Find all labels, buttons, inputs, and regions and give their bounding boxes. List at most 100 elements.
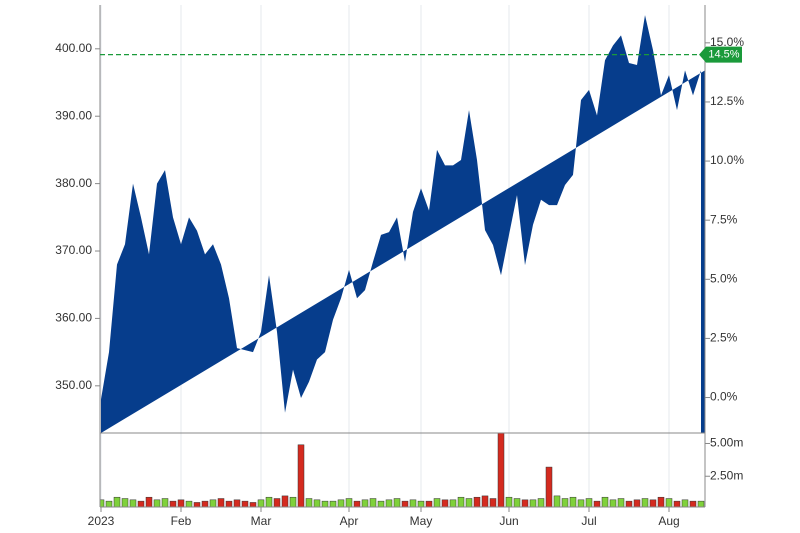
y-tick-label: 360.00 (55, 311, 92, 325)
volume-bar (321, 500, 329, 507)
volume-bar (473, 496, 481, 507)
volume-bar (649, 499, 657, 507)
volume-bar (513, 498, 521, 507)
volume-bar (425, 500, 433, 507)
volume-bar (481, 495, 489, 507)
volume-bar (633, 499, 641, 507)
volume-bar (673, 500, 681, 507)
volume-bar (545, 466, 553, 507)
volume-bar (281, 495, 289, 507)
volume-bar (417, 500, 425, 507)
volume-tick-label: 2.50m (710, 468, 743, 482)
volume-bar (489, 498, 497, 507)
volume-bar (217, 498, 225, 507)
volume-bar (137, 500, 145, 507)
volume-bar (553, 495, 561, 507)
volume-bar (100, 499, 105, 507)
volume-bar (577, 499, 585, 507)
volume-bar (257, 499, 265, 507)
x-tick-label: May (410, 514, 433, 528)
y-tick-label: 390.00 (55, 108, 92, 122)
price-area (101, 15, 705, 433)
volume-bar (353, 500, 361, 507)
volume-bar (201, 500, 209, 507)
volume-bar (273, 498, 281, 507)
volume-bar (689, 500, 697, 507)
volume-bar (697, 500, 705, 507)
volume-bar (313, 499, 321, 507)
volume-bar (601, 496, 609, 507)
volume-bar (521, 499, 529, 507)
volume-bar (585, 498, 593, 507)
volume-bar (121, 498, 129, 507)
axes: 2023 Feb Mar Apr May Jun Jul Aug 350.00 360.00 370… (55, 5, 744, 528)
volume-bar (569, 496, 577, 507)
y2-tick-label: 15.0% (710, 35, 744, 49)
volume-bar (681, 499, 689, 507)
volume-bar (233, 499, 241, 507)
volume-bar (225, 500, 233, 507)
volume-bar (129, 499, 137, 507)
volume-bar (113, 496, 121, 507)
volume-bar (377, 500, 385, 507)
volume-bar (465, 498, 473, 507)
volume-bar (209, 499, 217, 507)
reference-label: 14.5% (708, 49, 739, 61)
volume-bar (665, 498, 673, 507)
volume-bar (241, 500, 249, 507)
volume-bar (449, 499, 457, 507)
volume-bar (177, 499, 185, 507)
volume-tick-label: 5.00m (710, 436, 743, 450)
y2-tick-label: 0.0% (710, 390, 738, 404)
volume-bar (393, 498, 401, 507)
volume-bar (401, 500, 409, 507)
y-tick-label: 400.00 (55, 41, 92, 55)
volume-bar (529, 499, 537, 507)
volume-bar (193, 502, 201, 507)
volume-bar (297, 444, 305, 507)
volume-bar (641, 498, 649, 507)
volume-bar (337, 499, 345, 507)
volume-panel (100, 433, 705, 507)
volume-bar (169, 500, 177, 507)
y2-tick-label: 7.5% (710, 212, 738, 226)
volume-bar (249, 502, 257, 507)
volume-bar (609, 499, 617, 507)
x-tick-label: Apr (340, 514, 359, 528)
x-tick-label: Aug (658, 514, 679, 528)
volume-bar (433, 498, 441, 507)
volume-bar (409, 499, 417, 507)
y-tick-label: 350.00 (55, 378, 92, 392)
y2-tick-label: 12.5% (710, 94, 744, 108)
volume-bar (185, 500, 193, 507)
volume-bar (657, 496, 665, 507)
volume-bar (361, 499, 369, 507)
volume-bar (153, 499, 161, 507)
volume-bar (537, 498, 545, 507)
y2-tick-label: 2.5% (710, 331, 738, 345)
y-tick-label: 380.00 (55, 176, 92, 190)
y2-tick-label: 10.0% (710, 153, 744, 167)
x-tick-label: Jun (499, 514, 518, 528)
y-tick-label: 370.00 (55, 243, 92, 257)
volume-bar (457, 496, 465, 507)
volume-bar (265, 496, 273, 507)
volume-bar (593, 500, 601, 507)
volume-bar (289, 496, 297, 507)
volume-bar (161, 498, 169, 507)
volume-bar (305, 498, 313, 507)
volume-bar (625, 500, 633, 507)
volume-bar (505, 496, 513, 507)
price-panel (101, 15, 705, 433)
x-tick-label: Mar (251, 514, 272, 528)
x-tick-label: Feb (171, 514, 192, 528)
volume-bar (617, 498, 625, 507)
grid (100, 5, 670, 507)
volume-bar (441, 499, 449, 507)
volume-bar (369, 498, 377, 507)
reference-tag (699, 46, 742, 63)
volume-bar (497, 433, 505, 507)
volume-bar (329, 500, 337, 507)
volume-bar (561, 498, 569, 507)
